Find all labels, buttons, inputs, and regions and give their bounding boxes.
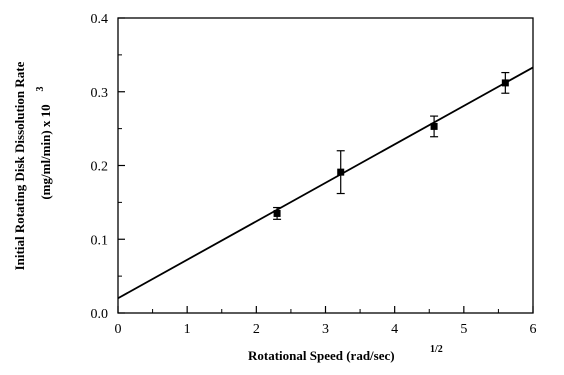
data-point bbox=[337, 168, 345, 176]
x-tick-label: 0 bbox=[115, 322, 122, 337]
fit-line-group bbox=[117, 66, 534, 300]
x-tick-label: 1 bbox=[184, 322, 191, 337]
x-tick-label: 6 bbox=[530, 322, 537, 337]
data-point bbox=[501, 79, 509, 87]
data-points bbox=[273, 71, 510, 220]
fit-line bbox=[117, 66, 534, 300]
x-tick-labels: 0 1 2 3 4 5 6 bbox=[115, 322, 537, 337]
y-axis-title-line2: (mg/ml/min) x 10 bbox=[38, 104, 53, 199]
plot-frame bbox=[117, 17, 534, 314]
y-tick-label: 0.2 bbox=[91, 160, 109, 175]
tick-marks bbox=[117, 17, 534, 314]
data-point bbox=[273, 209, 281, 217]
y-tick-label: 0.0 bbox=[91, 307, 109, 322]
x-tick-label: 5 bbox=[460, 322, 467, 337]
x-axis-title-superscript: 1/2 bbox=[430, 344, 443, 355]
data-point bbox=[430, 122, 438, 130]
y-tick-label: 0.3 bbox=[91, 86, 109, 101]
y-tick-label: 0.1 bbox=[91, 233, 109, 248]
x-tick-label: 3 bbox=[322, 322, 329, 337]
y-axis-title-superscript: 3 bbox=[35, 87, 46, 92]
axes bbox=[117, 17, 534, 314]
x-axis-title: Rotational Speed (rad/sec) bbox=[248, 348, 395, 363]
y-axis-title-line1: Initial Rotating Disk Dissolution Rate bbox=[12, 61, 27, 270]
x-tick-label: 4 bbox=[391, 322, 398, 337]
y-tick-labels: 0.0 0.1 0.2 0.3 0.4 bbox=[91, 12, 109, 322]
x-tick-label: 2 bbox=[253, 322, 260, 337]
y-tick-label: 0.4 bbox=[91, 12, 109, 27]
